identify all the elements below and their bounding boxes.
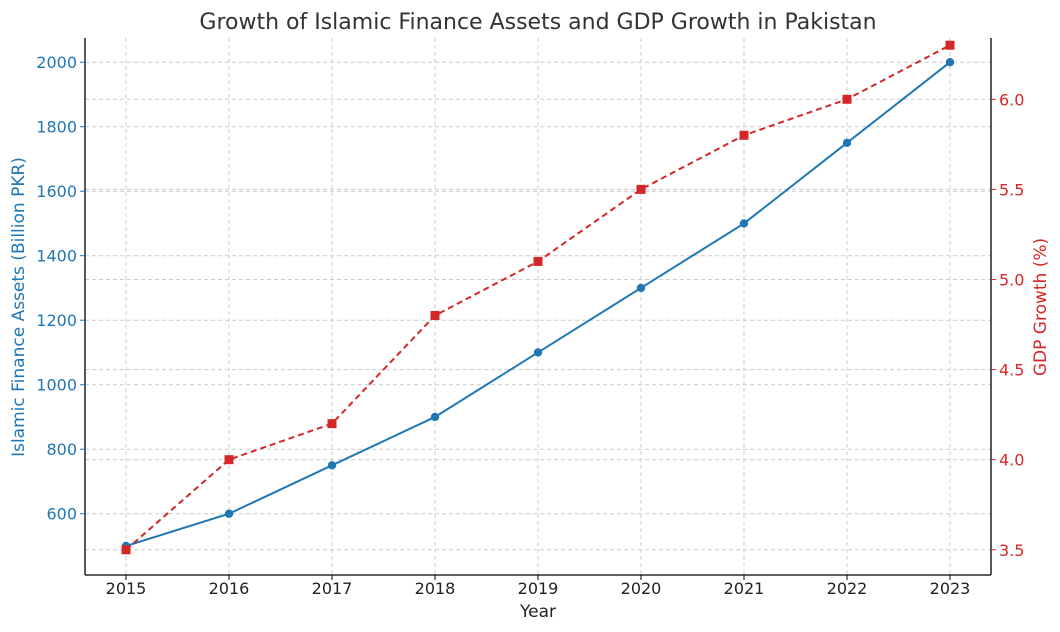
x-tick-label: 2019 [518, 579, 559, 598]
right-axis-label: GDP Growth (%) [1031, 238, 1051, 376]
x-tick-label: 2022 [827, 579, 868, 598]
y-left-tick-label: 1600 [36, 182, 77, 201]
islamic-finance-assets-point [430, 412, 440, 422]
islamic-finance-assets-point [842, 138, 852, 148]
y-left-tick-label: 600 [46, 505, 77, 524]
x-tick-label: 2020 [621, 579, 662, 598]
x-axis-label: Year [519, 602, 556, 622]
y-left-tick-label: 1800 [36, 118, 77, 137]
y-right-tick-label: 3.5 [999, 541, 1024, 560]
ticks: 2015 2016 2017 2018 2019 2020 2021 2022 2023 600 8… [36, 53, 1024, 598]
chart-title: Growth of Islamic Finance Assets and GDP… [199, 10, 876, 35]
islamic-finance-assets-point [533, 348, 543, 357]
gdp-growth-point [121, 545, 131, 555]
left-axis-label: Islamic Finance Assets (Billion PKR) [9, 157, 29, 457]
x-tick-label: 2017 [312, 579, 353, 598]
y-left-tick-label: 1200 [36, 311, 77, 330]
series-layer [121, 40, 955, 555]
y-right-tick-label: 4.0 [999, 451, 1024, 470]
y-left-tick-label: 1000 [36, 376, 77, 395]
grid [85, 38, 991, 575]
gdp-growth-point [739, 130, 749, 140]
islamic-finance-assets-point [945, 57, 955, 67]
x-tick-label: 2016 [209, 579, 250, 598]
islamic-finance-assets-point [327, 461, 337, 470]
gdp-growth-point [327, 419, 337, 429]
y-right-tick-label: 6.0 [999, 90, 1024, 109]
y-left-tick-label: 1400 [36, 247, 77, 266]
x-tick-label: 2018 [415, 579, 456, 598]
gdp-growth-point [945, 40, 955, 50]
islamic-finance-assets-point [224, 509, 234, 518]
gdp-growth-point [430, 311, 440, 321]
y-right-tick-label: 4.5 [999, 361, 1024, 380]
islamic-finance-assets-point [636, 283, 646, 293]
gdp-growth-point [636, 184, 646, 194]
islamic-finance-assets-point [739, 219, 749, 228]
y-right-tick-label: 5.0 [999, 270, 1024, 289]
x-tick-label: 2023 [930, 579, 971, 598]
x-tick-label: 2021 [724, 579, 765, 598]
x-tick-label: 2015 [106, 579, 147, 598]
y-right-tick-label: 5.5 [999, 180, 1024, 199]
y-left-tick-label: 800 [46, 440, 77, 459]
y-left-tick-label: 2000 [36, 53, 77, 72]
gdp-growth-point [842, 94, 852, 104]
gdp-growth-point [224, 455, 234, 465]
gdp-growth-point [533, 256, 543, 266]
